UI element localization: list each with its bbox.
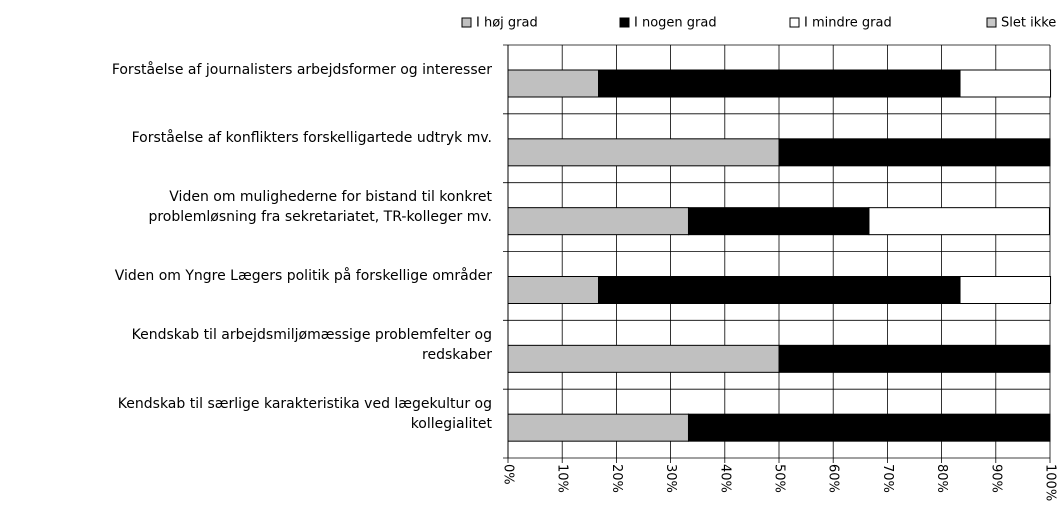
category-label: Viden om Yngre Lægers politik på forskel… (114, 268, 492, 284)
bar-segment (687, 413, 1051, 442)
x-tick-label: 70% (880, 464, 895, 493)
x-tick-label: 50% (772, 464, 787, 493)
legend-swatch (789, 17, 800, 28)
category-label: Viden om mulighederne for bistand til ko… (148, 189, 492, 226)
category-label: Kendskab til arbejdsmiljømæssige problem… (131, 326, 492, 363)
x-tick-label: 20% (609, 464, 624, 493)
x-tick-label: 90% (988, 464, 1003, 493)
x-tick-label: 30% (663, 464, 678, 493)
category-label: Kendskab til særlige karakteristika ved … (117, 395, 492, 432)
legend-label: I mindre grad (804, 16, 892, 31)
x-tick-label: 60% (826, 464, 841, 493)
bar-segment (687, 207, 870, 236)
bar-segment (778, 344, 1051, 373)
x-tick-label: 0% (501, 464, 516, 485)
x-tick-label: 40% (717, 464, 732, 493)
legend-swatch (461, 17, 472, 28)
legend-label: Slet ikke (1001, 16, 1056, 31)
bar-segment (507, 207, 689, 236)
bar-segment (507, 344, 780, 373)
x-tick-label: 10% (555, 464, 570, 493)
bar-segment (598, 276, 961, 304)
legend-label: I nogen grad (634, 16, 717, 31)
bar-segment (507, 413, 689, 442)
legend-label: I høj grad (476, 16, 538, 31)
bar-segment (959, 276, 1052, 304)
bar-segment (868, 207, 1050, 236)
bar-segment (507, 138, 780, 167)
bar-segment (959, 69, 1052, 98)
x-tick-label: 100% (1043, 464, 1058, 501)
legend-swatch (619, 17, 630, 28)
category-label: Forståelse af konflikters forskelligarte… (131, 130, 492, 147)
legend-swatch (986, 17, 997, 28)
bar-segment (507, 69, 600, 98)
category-label: Forståelse af journalisters arbejdsforme… (111, 61, 492, 78)
x-tick-label: 80% (934, 464, 949, 493)
bar-segment (598, 69, 961, 98)
bar-segment (778, 138, 1051, 167)
bar-segment (507, 276, 600, 304)
